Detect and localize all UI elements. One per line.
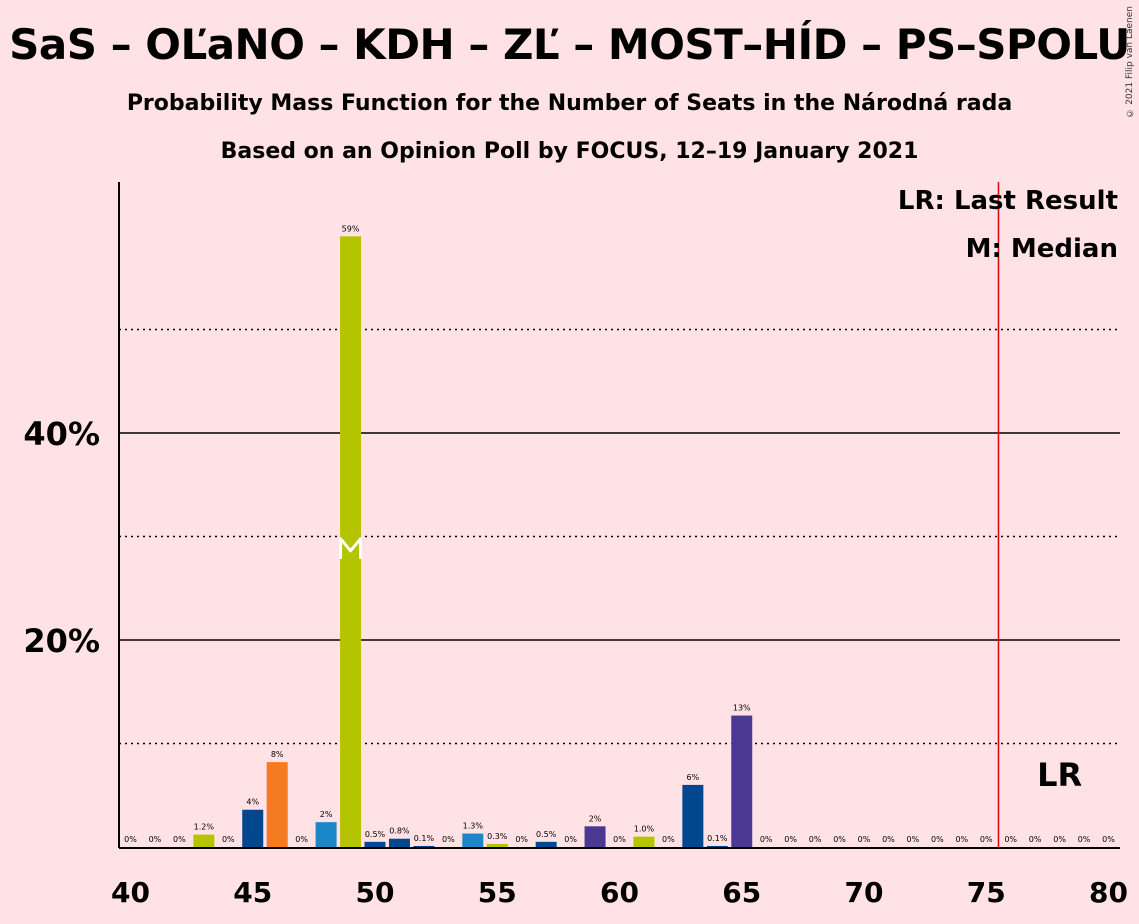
bar-label-48: 2% [320, 810, 333, 819]
x-tick-label: 45 [233, 876, 272, 909]
bar-label-52: 0.1% [414, 834, 435, 843]
bar-label-46: 8% [271, 750, 284, 759]
bar-63 [682, 784, 704, 847]
bar-label-67: 0% [784, 835, 797, 844]
bar-label-60: 0% [613, 835, 626, 844]
bar-54 [462, 833, 484, 847]
bar-label-55: 0.3% [487, 832, 508, 841]
bar-45 [242, 809, 264, 847]
y-tick-label: 20% [23, 622, 100, 660]
bar-label-71: 0% [882, 835, 895, 844]
bar-label-57: 0.5% [536, 830, 557, 839]
bar-label-68: 0% [809, 835, 822, 844]
bar-43 [193, 834, 215, 847]
bar-label-78: 0% [1053, 835, 1066, 844]
last-result-marker: LR [1037, 756, 1082, 794]
axes [118, 182, 1120, 849]
x-tick-label: 75 [967, 876, 1006, 909]
bar-label-54: 1.3% [463, 822, 484, 831]
bar-64 [706, 845, 728, 847]
bar-49 [340, 236, 362, 848]
x-axis-ticks: 40 45 50 55 60 65 70 75 80 [111, 876, 1128, 909]
chart-subtitle: Probability Mass Function for the Number… [126, 91, 1013, 116]
grid-lines [119, 328, 1120, 745]
legend-last-result: LR: Last Result [898, 186, 1118, 216]
bar-59 [584, 826, 606, 847]
bar-label-56: 0% [515, 835, 528, 844]
chart-source-line: Based on an Opinion Poll by FOCUS, 12–19… [220, 139, 919, 164]
bar-label-76: 0% [1004, 835, 1017, 844]
bar-label-73: 0% [931, 835, 944, 844]
bar-label-77: 0% [1029, 835, 1042, 844]
bar-51 [388, 838, 410, 847]
bar-label-69: 0% [833, 835, 846, 844]
data-labels: 0% 0% 0%1.2%0%4%8%0%2%59%0.5% 0.8%0.1% 0%1.3… [124, 224, 1115, 844]
bar-label-53: 0% [442, 835, 455, 844]
markers: LR [339, 182, 1082, 848]
bar-50 [364, 841, 386, 847]
bar-label-70: 0% [858, 835, 871, 844]
bar-label-51: 0.8% [389, 827, 410, 836]
bar-57 [535, 841, 557, 847]
bar-label-64: 0.1% [707, 834, 728, 843]
bar-label-50: 0.5% [365, 830, 386, 839]
bar-46 [266, 762, 288, 847]
bar-label-45: 4% [246, 798, 259, 807]
bar-52 [413, 845, 435, 847]
y-tick-label: 40% [23, 415, 100, 453]
bar-label-49: 59% [342, 224, 360, 233]
bar-label-65: 13% [733, 704, 751, 713]
bar-61 [633, 836, 655, 847]
bar-series [193, 236, 753, 848]
x-tick-label: 50 [356, 876, 395, 909]
x-tick-label: 80 [1089, 876, 1128, 909]
x-tick-label: 40 [111, 876, 150, 909]
bar-label-61: 1.0% [634, 825, 655, 834]
bar-label-42: 0% [173, 835, 186, 844]
x-tick-label: 55 [478, 876, 517, 909]
bar-label-72: 0% [907, 835, 920, 844]
bar-label-40: 0% [124, 835, 137, 844]
bar-label-44: 0% [222, 835, 235, 844]
x-tick-label: 70 [845, 876, 884, 909]
bar-label-59: 2% [589, 814, 602, 823]
chart-title: SaS – OĽaNO – KDH – ZĽ – MOST–HÍD – PS–S… [9, 20, 1130, 69]
bar-label-41: 0% [149, 835, 162, 844]
bar-55 [486, 843, 508, 847]
bar-label-62: 0% [662, 835, 675, 844]
bar-label-47: 0% [295, 835, 308, 844]
bar-label-75: 0% [980, 835, 993, 844]
bar-label-66: 0% [760, 835, 773, 844]
median-marker [339, 537, 363, 559]
bar-label-63: 6% [686, 773, 699, 782]
y-axis-ticks: 20% 40% [23, 415, 100, 660]
legend-median: M: Median [966, 234, 1118, 264]
bar-label-80: 0% [1102, 835, 1115, 844]
bar-label-58: 0% [564, 835, 577, 844]
bar-label-74: 0% [955, 835, 968, 844]
bar-65 [731, 715, 753, 847]
x-tick-label: 65 [722, 876, 761, 909]
bar-label-43: 1.2% [194, 823, 215, 832]
bar-label-79: 0% [1078, 835, 1091, 844]
bar-48 [315, 822, 337, 847]
x-tick-label: 60 [600, 876, 639, 909]
